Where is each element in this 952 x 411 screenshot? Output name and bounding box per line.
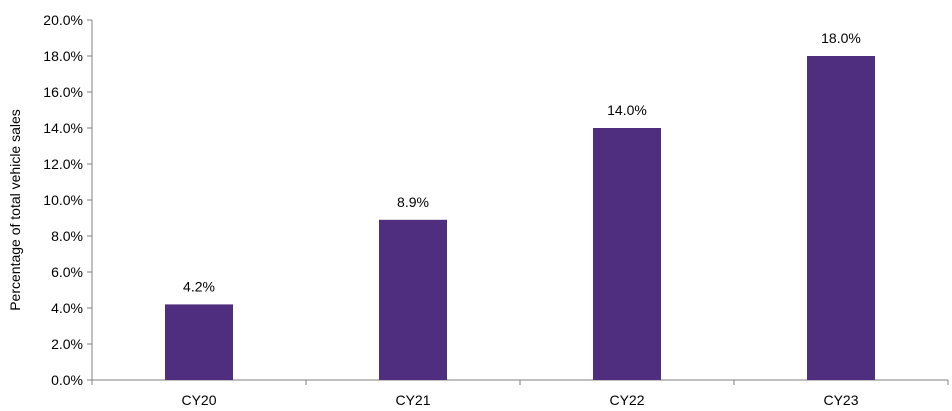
x-axis-ticks: CY20 CY21 CY22 CY23 xyxy=(91,380,949,408)
bar-cy21 xyxy=(379,219,447,380)
y-axis-title: Percentage of total vehicle sales xyxy=(7,109,23,311)
bars xyxy=(165,56,875,380)
y-tick-label: 4.0% xyxy=(51,300,83,316)
y-tick-label: 2.0% xyxy=(51,336,83,352)
x-tick-label: CY20 xyxy=(181,392,216,408)
y-tick-label: 18.0% xyxy=(43,48,83,64)
bar-cy22 xyxy=(593,128,661,380)
y-tick-label: 16.0% xyxy=(43,84,83,100)
data-labels: 4.2% 8.9% 14.0% 18.0% xyxy=(183,30,861,294)
data-label: 8.9% xyxy=(397,194,429,210)
x-tick-label: CY21 xyxy=(395,392,430,408)
data-label: 4.2% xyxy=(183,278,215,294)
y-tick-label: 10.0% xyxy=(43,192,83,208)
y-axis-ticks: 0.0% 2.0% 4.0% 6.0% 8.0% 10.0% 12.0% 14.0% 16.0%… xyxy=(43,12,92,388)
y-tick-label: 14.0% xyxy=(43,120,83,136)
bar-cy23 xyxy=(807,56,875,380)
data-label: 14.0% xyxy=(607,102,647,118)
y-tick-label: 20.0% xyxy=(43,12,83,28)
y-tick-label: 6.0% xyxy=(51,264,83,280)
data-label: 18.0% xyxy=(821,30,861,46)
y-tick-label: 0.0% xyxy=(51,372,83,388)
y-tick-label: 12.0% xyxy=(43,156,83,172)
bar-cy20 xyxy=(165,304,233,380)
x-tick-label: CY22 xyxy=(609,392,644,408)
y-tick-label: 8.0% xyxy=(51,228,83,244)
x-tick-label: CY23 xyxy=(823,392,858,408)
